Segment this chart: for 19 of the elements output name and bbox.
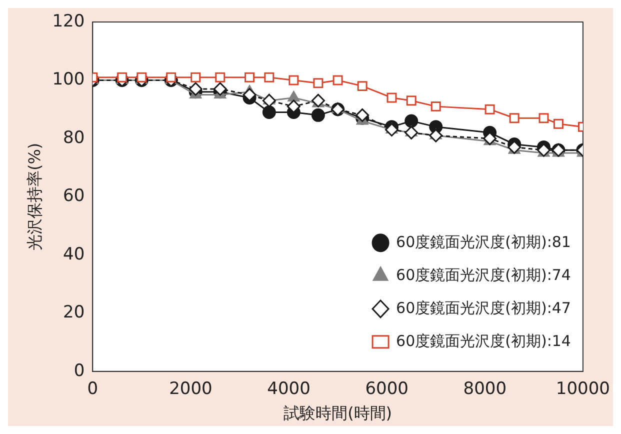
x-tick-label: 6000 <box>365 379 408 400</box>
x-tick-label: 8000 <box>463 379 507 400</box>
x-tick-label: 2000 <box>169 379 212 400</box>
y-tick-label: 100 <box>52 70 85 90</box>
x-tick-label: 4000 <box>267 379 310 400</box>
y-tick-label: 120 <box>52 11 85 32</box>
y-tick-label: 80 <box>63 128 85 148</box>
legend-label: 60度鏡面光沢度(初期):81 <box>396 232 571 251</box>
y-tick-label: 0 <box>74 360 85 381</box>
x-tick-label: 0 <box>87 379 98 400</box>
y-tick-label: 20 <box>63 302 85 323</box>
legend-label: 60度鏡面光沢度(初期):47 <box>396 298 571 317</box>
legend-label: 60度鏡面光沢度(初期):14 <box>396 332 571 350</box>
legend-label: 60度鏡面光沢度(初期):74 <box>396 266 571 284</box>
y-tick-label: 60 <box>63 186 85 206</box>
x-axis-title: 試験時間(時間) <box>284 404 392 423</box>
y-axis-title: 光沢保持率(%) <box>24 142 44 251</box>
y-tick-label: 40 <box>63 244 85 264</box>
x-tick-label: 10000 <box>556 379 610 400</box>
